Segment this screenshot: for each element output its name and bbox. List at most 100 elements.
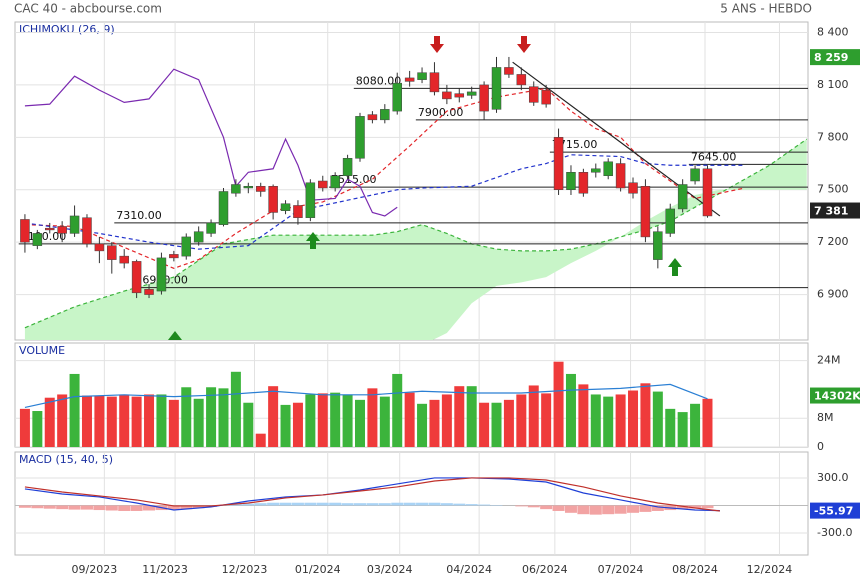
volume-bar — [268, 386, 278, 447]
macd-histogram — [44, 505, 56, 508]
macd-histogram — [528, 505, 540, 507]
macd-histogram — [280, 503, 292, 506]
macd-histogram — [56, 505, 68, 509]
macd-histogram — [565, 505, 577, 512]
volume-bar — [405, 393, 415, 447]
y-tick-label: -300.0 — [817, 526, 852, 539]
candle-body — [405, 78, 414, 81]
volume-bar — [429, 400, 439, 447]
candle-body — [343, 158, 352, 175]
candle-body — [418, 73, 427, 80]
candle-body — [703, 169, 712, 216]
macd-histogram — [317, 503, 329, 506]
value-tag-label: -55.97 — [814, 505, 853, 518]
volume-bar — [70, 374, 80, 447]
candle-body — [157, 258, 166, 291]
x-tick-label: 12/2023 — [222, 563, 268, 576]
macd-histogram — [639, 505, 651, 511]
volume-bar — [107, 397, 117, 447]
candle-body — [492, 67, 501, 109]
volume-bar — [492, 403, 502, 447]
candle-body — [542, 90, 551, 104]
x-tick-label: 04/2024 — [446, 563, 492, 576]
macd-histogram — [342, 503, 354, 505]
macd-histogram — [453, 504, 465, 506]
y-tick-label: 8 400 — [817, 25, 849, 38]
candle-body — [616, 164, 625, 188]
volume-bar — [243, 403, 253, 447]
candle-body — [467, 92, 476, 95]
macd-histogram — [354, 503, 366, 505]
panel-title: VOLUME — [19, 344, 65, 357]
volume-bar — [144, 394, 154, 447]
x-tick-label: 01/2024 — [295, 563, 341, 576]
volume-bar — [94, 396, 104, 447]
value-tag-label: 14302K — [814, 390, 860, 403]
volume-bar — [653, 392, 663, 447]
candle-body — [58, 226, 67, 233]
x-tick-label: 12/2024 — [747, 563, 793, 576]
candle-body — [70, 216, 79, 233]
volume-bar — [616, 394, 626, 447]
volume-bar — [392, 374, 402, 447]
macd-histogram — [329, 503, 341, 506]
candle-body — [591, 169, 600, 172]
candle-body — [132, 261, 141, 292]
candle-body — [629, 183, 638, 193]
candle-body — [219, 191, 228, 224]
volume-bar — [218, 388, 228, 447]
volume-bar — [57, 394, 67, 447]
volume-bar — [156, 394, 166, 447]
volume-bar — [82, 396, 92, 447]
volume-bar — [305, 394, 315, 447]
chart-subtitle: 5 ANS - HEBDO — [720, 2, 812, 16]
volume-bar — [367, 388, 377, 447]
macd-histogram — [441, 503, 453, 505]
candle-body — [355, 116, 364, 158]
volume-bar — [256, 434, 266, 447]
macd-histogram — [106, 505, 118, 510]
volume-bar — [231, 372, 241, 447]
candle-body — [20, 219, 29, 242]
volume-bar — [516, 394, 526, 447]
volume-bar — [678, 412, 688, 447]
candle-body — [566, 172, 575, 189]
macd-histogram — [118, 505, 130, 511]
y-tick-label: 300.0 — [817, 471, 849, 484]
y-tick-label: 7 200 — [817, 235, 849, 248]
macd-histogram — [292, 503, 304, 506]
volume-bar — [628, 391, 638, 447]
value-tag-label: 7 381 — [814, 205, 848, 218]
candle-body — [604, 162, 613, 176]
volume-bar — [281, 405, 291, 447]
y-tick-label: 24M — [817, 354, 841, 367]
volume-bar — [293, 403, 303, 447]
y-tick-label: 0 — [817, 440, 824, 453]
candle-body — [554, 137, 563, 189]
macd-histogram — [602, 505, 614, 514]
candle-body — [145, 289, 154, 294]
x-tick-label: 11/2023 — [142, 563, 188, 576]
candle-body — [504, 67, 513, 74]
macd-histogram — [416, 503, 428, 506]
macd-histogram — [93, 505, 105, 510]
macd-histogram — [540, 505, 552, 509]
volume-bar — [119, 394, 129, 447]
volume-bar — [702, 399, 712, 447]
candle-body — [517, 74, 526, 84]
candle-body — [107, 246, 116, 260]
x-tick-label: 07/2024 — [598, 563, 644, 576]
volume-bar — [640, 383, 650, 447]
candle-body — [231, 184, 240, 193]
candle-body — [45, 228, 54, 230]
x-tick-label: 06/2024 — [522, 563, 568, 576]
candle-body — [293, 205, 302, 217]
macd-histogram — [131, 505, 143, 511]
macd-histogram — [267, 503, 279, 506]
candle-body — [455, 94, 464, 97]
candle-body — [678, 184, 687, 208]
chart-title: CAC 40 - abcbourse.com — [14, 2, 162, 16]
volume-bar — [467, 386, 477, 447]
volume-bar — [665, 409, 675, 447]
volume-bar — [355, 400, 365, 447]
